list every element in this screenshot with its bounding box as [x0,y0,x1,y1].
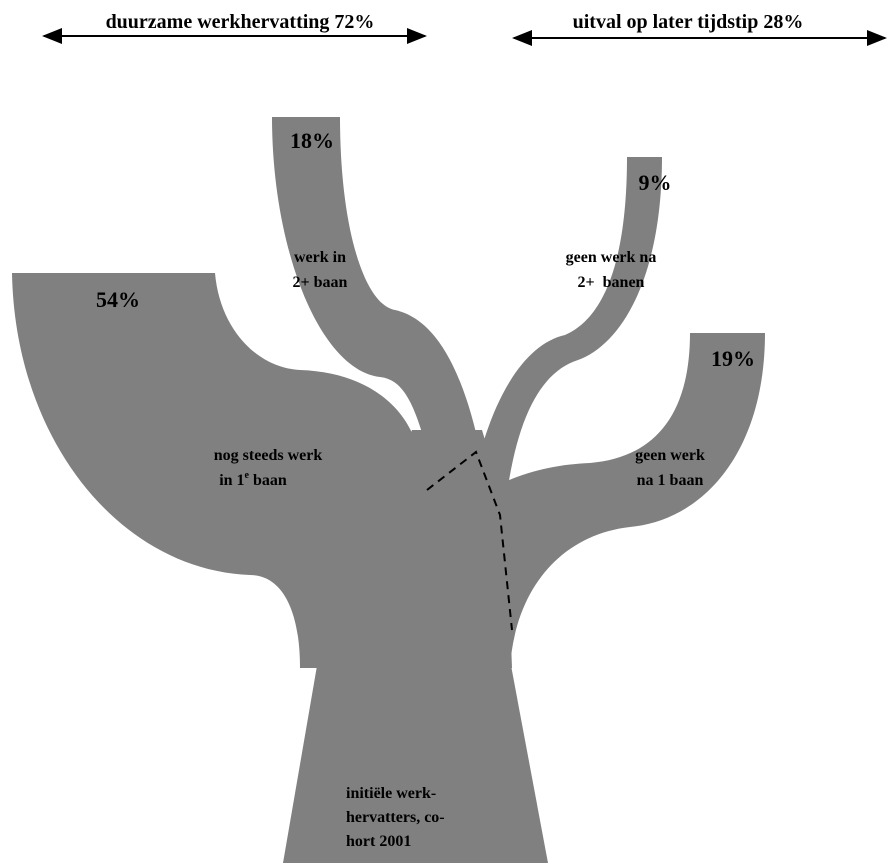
label-trunk: initiële werk- [346,785,436,802]
percent-first-job: 54% [96,287,140,312]
header-right: uitval op later tijdstip 28% [573,11,804,33]
label-no-work-more: geen werk na [566,249,657,266]
label-no-work-one: na 1 baan [637,472,704,489]
percent-no-work-more: 9% [639,170,672,195]
label-first-job: in 1e baan [219,470,287,489]
label-no-work-more: 2+ banen [578,274,645,291]
label-trunk: hort 2001 [346,833,411,850]
branch-more-jobs [272,117,480,500]
trunk [283,660,548,863]
label-part: baan [249,472,287,489]
branch-no-work-more [470,157,662,510]
label-first-job: nog steeds werk [214,447,323,464]
label-more-jobs: werk in [294,249,346,266]
percent-more-jobs: 18% [290,128,334,153]
tree-shapes [12,117,765,863]
branch-no-work-one [430,333,765,668]
label-trunk: hervatters, co- [346,809,445,826]
label-sup: e [245,470,250,481]
label-no-work-one: geen werk [635,447,705,464]
label-part: in 1 [219,472,244,489]
percent-no-work-one: 19% [711,346,755,371]
center [320,430,512,668]
header-left: duurzame werkhervatting 72% [106,11,375,33]
label-more-jobs: 2+ baan [293,274,348,291]
split-line [426,450,513,631]
